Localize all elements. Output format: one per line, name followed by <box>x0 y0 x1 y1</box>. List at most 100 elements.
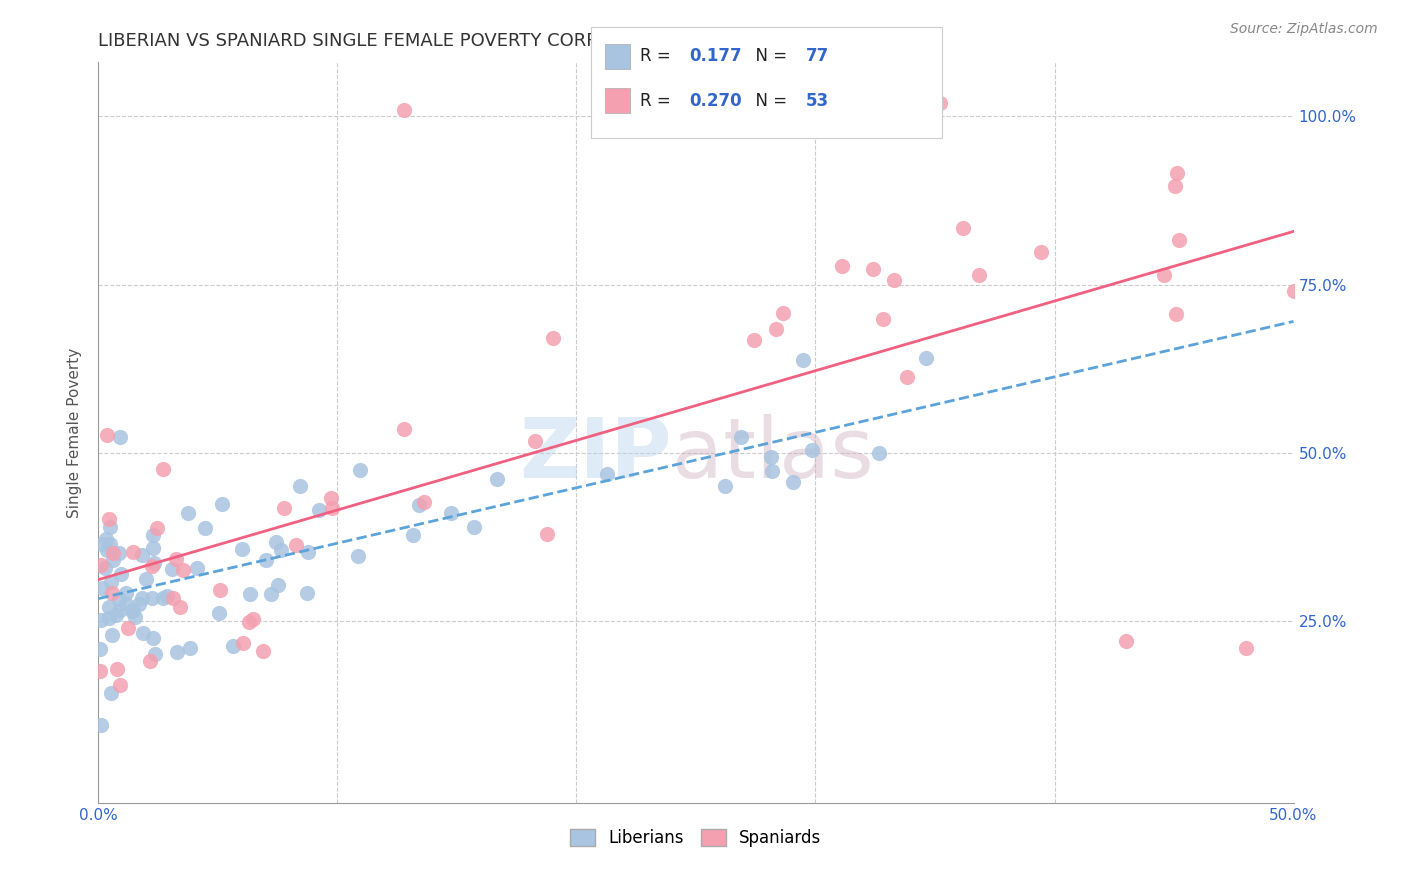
Point <box>349 463 371 477</box>
Point <box>122 602 145 616</box>
Point <box>872 312 894 326</box>
Point <box>96 427 118 442</box>
Point <box>105 608 128 623</box>
Point <box>117 620 139 634</box>
Point <box>288 479 311 493</box>
Point <box>110 566 132 581</box>
Point <box>392 422 415 436</box>
Point <box>1153 268 1175 283</box>
Point <box>194 521 217 535</box>
Point <box>524 434 547 448</box>
Point <box>308 502 330 516</box>
Point <box>209 582 232 597</box>
Point <box>176 506 198 520</box>
Point <box>730 430 752 444</box>
Point <box>90 613 112 627</box>
Point <box>139 654 162 668</box>
Point <box>211 497 233 511</box>
Text: Source: ZipAtlas.com: Source: ZipAtlas.com <box>1230 22 1378 37</box>
Point <box>792 352 814 367</box>
Text: 77: 77 <box>806 47 830 65</box>
Point <box>831 259 853 273</box>
Point <box>135 572 157 586</box>
Point <box>98 512 121 526</box>
Point <box>122 545 145 559</box>
Point <box>782 475 804 489</box>
Point <box>801 443 824 458</box>
Point <box>412 495 434 509</box>
Text: 0.270: 0.270 <box>689 92 741 110</box>
Point <box>114 586 136 600</box>
Point <box>713 479 735 493</box>
Point <box>98 536 121 550</box>
Text: ZIP: ZIP <box>520 414 672 495</box>
Point <box>89 718 111 732</box>
Text: 53: 53 <box>806 92 828 110</box>
Point <box>186 561 208 575</box>
Point <box>172 564 194 578</box>
Point <box>141 559 163 574</box>
Point <box>100 574 122 589</box>
Point <box>260 587 283 601</box>
Point <box>1168 233 1191 247</box>
Text: R =: R = <box>640 92 681 110</box>
Point <box>270 543 292 558</box>
Point <box>105 662 128 676</box>
Point <box>440 506 463 520</box>
Point <box>97 599 120 614</box>
Point <box>868 446 890 460</box>
Point <box>101 586 124 600</box>
Point <box>108 546 131 560</box>
Point <box>914 351 936 366</box>
Text: N =: N = <box>745 92 793 110</box>
Point <box>765 322 787 336</box>
Text: atlas: atlas <box>672 414 873 495</box>
Point <box>242 612 264 626</box>
Point <box>142 541 165 555</box>
Point <box>742 333 765 347</box>
Point <box>131 591 153 605</box>
Point <box>297 545 319 559</box>
Point <box>347 549 370 564</box>
Point <box>108 591 131 606</box>
Point <box>108 603 131 617</box>
Point <box>1029 245 1052 260</box>
Point <box>162 591 184 605</box>
Text: N =: N = <box>745 47 793 65</box>
Point <box>152 462 174 476</box>
Point <box>967 268 990 282</box>
Point <box>321 501 343 516</box>
Point <box>222 639 245 653</box>
Point <box>91 537 114 551</box>
Point <box>408 498 430 512</box>
Point <box>929 95 952 110</box>
Point <box>100 628 122 642</box>
Point <box>1164 178 1187 193</box>
Point <box>152 591 174 606</box>
Point <box>761 464 783 478</box>
Point <box>1164 307 1187 321</box>
Point <box>1234 640 1257 655</box>
Point <box>142 528 165 542</box>
Point <box>596 467 619 482</box>
Point <box>207 607 229 621</box>
Point <box>124 610 146 624</box>
Point <box>252 644 274 658</box>
Point <box>541 331 564 345</box>
Point <box>141 591 163 605</box>
Point <box>883 273 905 287</box>
Point <box>394 103 416 117</box>
Point <box>238 615 260 629</box>
Point <box>319 491 342 506</box>
Point <box>1282 285 1305 299</box>
Point <box>401 528 423 542</box>
Point <box>128 598 150 612</box>
Text: R =: R = <box>640 47 681 65</box>
Point <box>485 472 508 486</box>
Point <box>131 548 153 562</box>
Point <box>156 589 179 603</box>
Point <box>231 541 253 556</box>
Point <box>536 527 558 541</box>
Point <box>132 626 155 640</box>
Point <box>108 678 131 692</box>
